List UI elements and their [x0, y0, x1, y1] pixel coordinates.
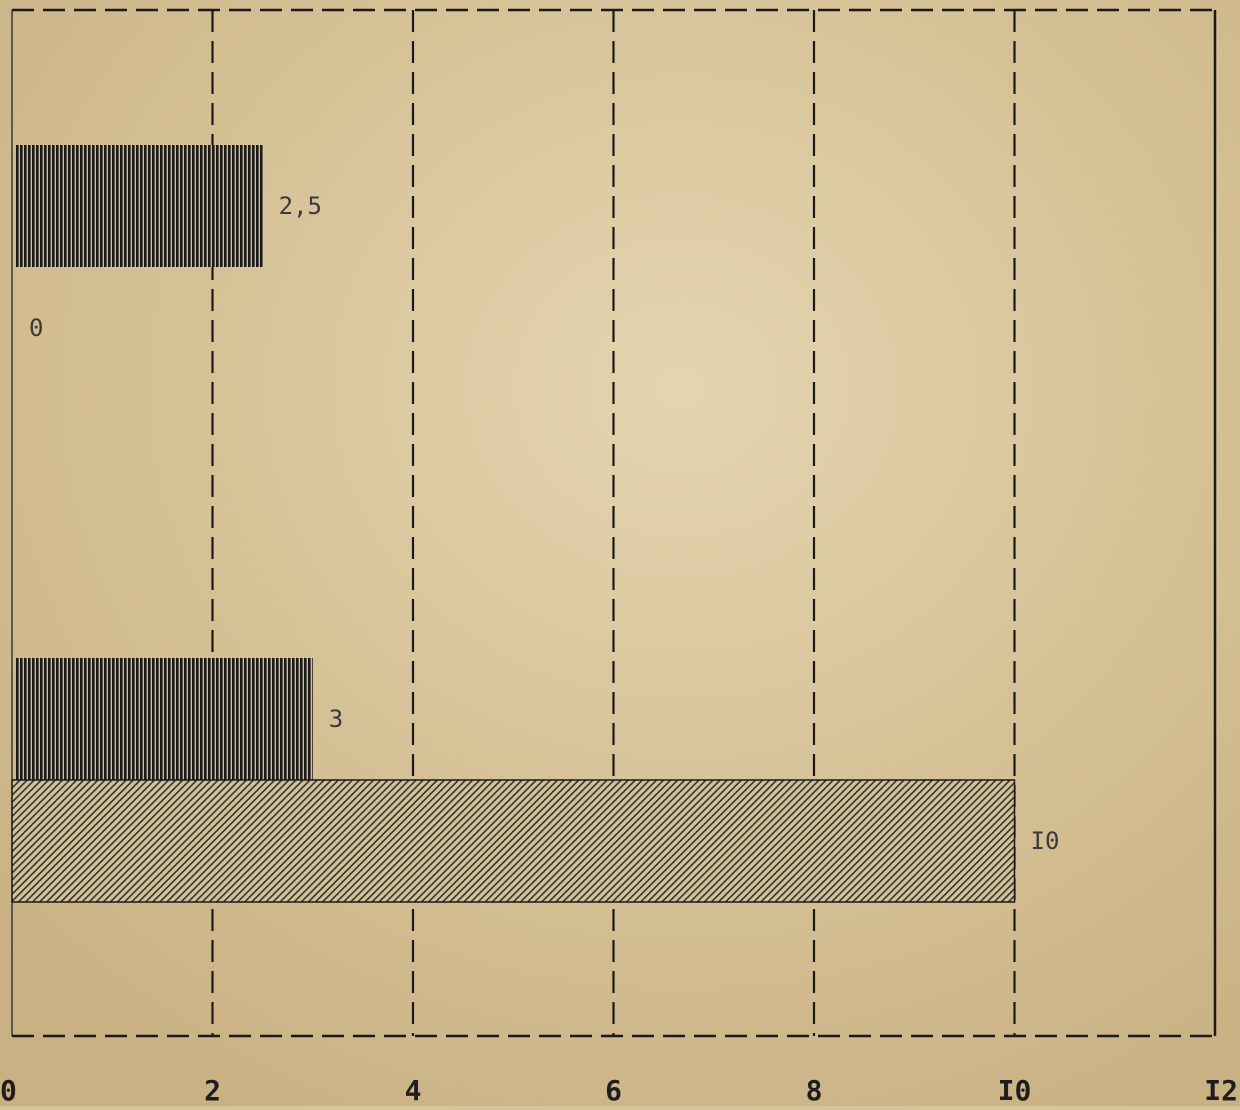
- x-tick-label: 8: [806, 1074, 823, 1106]
- x-tick-label: I2: [1204, 1074, 1238, 1106]
- data-labels: 2,5 0 3 I0: [29, 192, 1059, 855]
- x-tick-label: 6: [605, 1074, 622, 1106]
- x-tick-label: I0: [998, 1074, 1032, 1106]
- x-tick-label: 2: [204, 1074, 221, 1106]
- bars: [11, 145, 1016, 903]
- x-tick-label: 4: [405, 1074, 422, 1106]
- x-axis-tick-labels: 0 2 4 6 8 I0 I2: [0, 1074, 1238, 1107]
- x-tick-label: 0: [0, 1074, 17, 1106]
- bar-label-0: 2,5: [279, 192, 322, 220]
- bar-label-3: I0: [1031, 827, 1060, 855]
- bar-3: [11, 779, 1016, 903]
- bar-0: [15, 145, 263, 267]
- bar-2: [15, 658, 313, 780]
- bar-label-2: 3: [329, 705, 343, 733]
- bar-label-1: 0: [29, 314, 43, 342]
